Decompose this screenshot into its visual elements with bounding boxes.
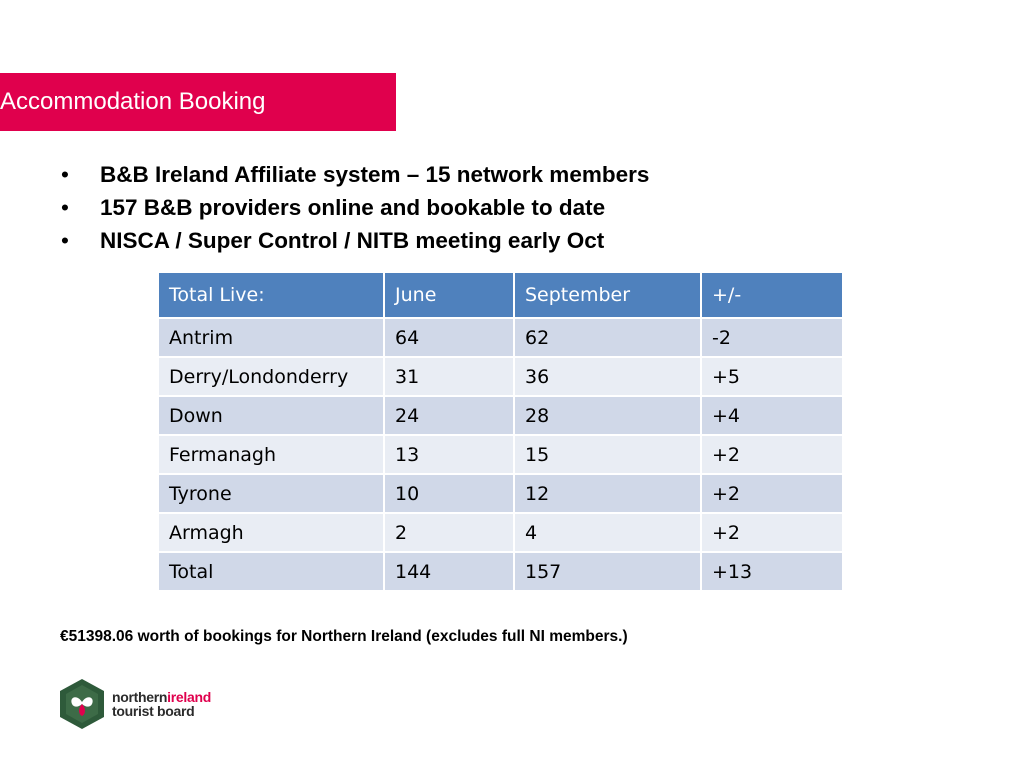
- cell-change: +2: [700, 434, 844, 475]
- header-change: +/-: [700, 271, 844, 319]
- logo-word-northern: northern: [112, 689, 168, 705]
- cell-change: +2: [700, 512, 844, 553]
- cell-september: 157: [513, 551, 702, 592]
- table-row: Tyrone 10 12 +2: [157, 473, 844, 514]
- logo-line-2: tourist board: [112, 703, 195, 719]
- cell-june: 10: [383, 473, 515, 514]
- cell-june: 64: [383, 317, 515, 358]
- cell-september: 62: [513, 317, 702, 358]
- cell-region: Total: [157, 551, 385, 592]
- header-region: Total Live:: [157, 271, 385, 319]
- bullet-item: • 157 B&B providers online and bookable …: [58, 191, 649, 224]
- cell-region: Tyrone: [157, 473, 385, 514]
- cell-september: 12: [513, 473, 702, 514]
- cell-june: 31: [383, 356, 515, 397]
- hexagon-shamrock-icon: [60, 679, 104, 729]
- table-row: Down 24 28 +4: [157, 395, 844, 436]
- bullet-glyph: •: [61, 228, 69, 253]
- logo-line-1: northernireland: [112, 690, 211, 704]
- cell-june: 24: [383, 395, 515, 436]
- bullet-glyph: •: [61, 162, 69, 187]
- bullet-text: B&B Ireland Affiliate system – 15 networ…: [100, 162, 650, 187]
- cell-region: Armagh: [157, 512, 385, 553]
- table-row: Derry/Londonderry 31 36 +5: [157, 356, 844, 397]
- nitb-logo: northernireland tourist board: [58, 678, 211, 730]
- cell-september: 36: [513, 356, 702, 397]
- table-row: Fermanagh 13 15 +2: [157, 434, 844, 475]
- table-row: Antrim 64 62 -2: [157, 317, 844, 358]
- cell-september: 4: [513, 512, 702, 553]
- bookings-footnote: €51398.06 worth of bookings for Northern…: [60, 628, 628, 645]
- bullet-text: NISCA / Super Control / NITB meeting ear…: [100, 228, 605, 253]
- slide-title-bar: Accommodation Booking: [0, 73, 396, 131]
- bullet-glyph: •: [61, 195, 69, 220]
- cell-june: 144: [383, 551, 515, 592]
- header-september: September: [513, 271, 702, 319]
- cell-september: 15: [513, 434, 702, 475]
- live-totals-table: Total Live: June September +/- Antrim 64…: [157, 271, 844, 592]
- cell-june: 2: [383, 512, 515, 553]
- header-june: June: [383, 271, 515, 319]
- slide-title: Accommodation Booking: [0, 88, 266, 115]
- cell-region: Fermanagh: [157, 434, 385, 475]
- cell-change: -2: [700, 317, 844, 358]
- logo-wordmark: northernireland tourist board: [112, 690, 211, 718]
- bullet-item: • NISCA / Super Control / NITB meeting e…: [58, 224, 649, 257]
- cell-region: Derry/Londonderry: [157, 356, 385, 397]
- logo-word-ireland: ireland: [167, 689, 211, 705]
- bullet-list: • B&B Ireland Affiliate system – 15 netw…: [58, 158, 649, 257]
- cell-region: Antrim: [157, 317, 385, 358]
- cell-change: +4: [700, 395, 844, 436]
- table-header-row: Total Live: June September +/-: [157, 271, 844, 319]
- table-row: Armagh 2 4 +2: [157, 512, 844, 553]
- cell-change: +2: [700, 473, 844, 514]
- cell-september: 28: [513, 395, 702, 436]
- cell-region: Down: [157, 395, 385, 436]
- bullet-item: • B&B Ireland Affiliate system – 15 netw…: [58, 158, 649, 191]
- table-row-total: Total 144 157 +13: [157, 551, 844, 592]
- cell-change: +5: [700, 356, 844, 397]
- cell-change: +13: [700, 551, 844, 592]
- bullet-text: 157 B&B providers online and bookable to…: [100, 195, 606, 220]
- cell-june: 13: [383, 434, 515, 475]
